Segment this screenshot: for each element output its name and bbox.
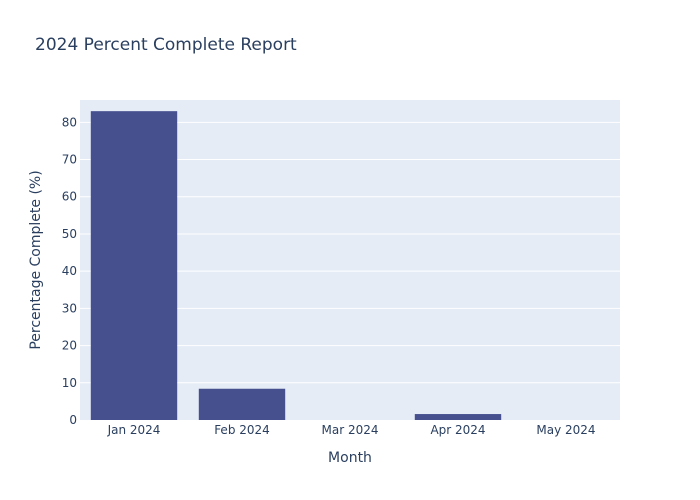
y-tick-label: 10: [62, 376, 77, 390]
x-tick-label: Feb 2024: [214, 423, 270, 437]
x-tick-label: Mar 2024: [322, 423, 379, 437]
y-tick-label: 60: [62, 190, 77, 204]
chart-title: 2024 Percent Complete Report: [35, 35, 297, 55]
bar: [414, 414, 502, 420]
y-tick-label: 50: [62, 227, 77, 241]
y-axis-title: Percentage Complete (%): [28, 170, 44, 349]
bars: [90, 111, 502, 421]
y-tick-label: 30: [62, 301, 77, 315]
x-tick-label: May 2024: [536, 423, 595, 437]
y-tick-label: 80: [62, 115, 77, 129]
y-tick-label: 0: [69, 413, 77, 427]
y-tick-label: 40: [62, 264, 77, 278]
x-axis-ticks: Jan 2024 Feb 2024 Mar 2024 Apr 2024 May 2024: [107, 423, 596, 437]
x-tick-label: Apr 2024: [430, 423, 485, 437]
bar: [198, 388, 286, 420]
bar: [90, 111, 178, 421]
x-tick-label: Jan 2024: [107, 423, 161, 437]
x-axis-title: Month: [328, 450, 372, 466]
y-tick-label: 20: [62, 339, 77, 353]
y-tick-label: 70: [62, 153, 77, 167]
y-axis-ticks: 0 10 20 30 40 50 60 70 80: [62, 115, 77, 427]
